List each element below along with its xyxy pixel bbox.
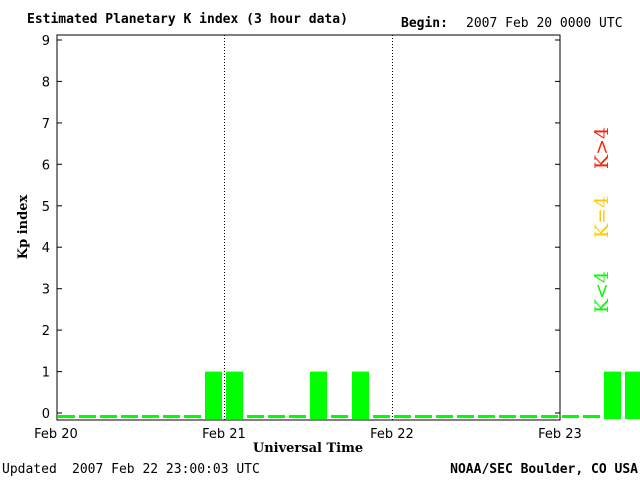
kp-bar	[142, 415, 159, 418]
kp-bar	[583, 415, 600, 418]
y-tick-label: 4	[42, 241, 50, 256]
x-tick-label: Feb 23	[538, 427, 582, 442]
y-tick-label: 6	[42, 158, 50, 173]
x-axis-label: Universal Time	[253, 441, 363, 456]
legend-k-eq-4: K=4	[591, 196, 613, 238]
y-axis: 0 1 2 3 4 5 6 7 8 9	[42, 34, 560, 422]
kp-bar	[478, 415, 495, 418]
kp-bar	[436, 415, 453, 418]
kp-bar	[415, 415, 432, 418]
kp-bar	[184, 415, 201, 418]
y-tick-label: 3	[42, 283, 50, 298]
bars-group	[58, 371, 640, 419]
kp-bar	[604, 371, 621, 419]
y-tick-label: 8	[42, 75, 50, 90]
x-tick-label: Feb 20	[34, 427, 78, 442]
kp-bar	[541, 415, 558, 418]
chart-title: Estimated Planetary K index (3 hour data…	[27, 12, 348, 27]
updated-label: Updated	[2, 462, 57, 477]
kp-bar	[562, 415, 579, 418]
source-credit: NOAA/SEC Boulder, CO USA	[450, 462, 638, 477]
kp-bar	[331, 415, 348, 418]
kp-bar	[100, 415, 117, 418]
plot-area	[56, 34, 561, 421]
x-axis: Feb 20 Feb 21 Feb 22 Feb 23	[34, 427, 582, 442]
legend-k-gt-4: K>4	[591, 127, 613, 169]
kp-bar	[310, 371, 327, 419]
y-tick-label: 1	[42, 366, 50, 381]
kp-bar	[394, 415, 411, 418]
kp-bar	[625, 371, 640, 419]
kp-bar	[352, 371, 369, 419]
kp-bar	[205, 371, 222, 419]
kp-bar	[226, 371, 243, 419]
kp-bar	[289, 415, 306, 418]
begin-label: Begin:	[401, 16, 448, 31]
kp-bar	[58, 415, 75, 418]
y-tick-label: 2	[42, 324, 50, 339]
begin-value: 2007 Feb 20 0000 UTC	[466, 16, 623, 31]
y-tick-label: 5	[42, 200, 50, 215]
legend-k-lt-4: K<4	[591, 271, 613, 313]
x-tick-label: Feb 22	[370, 427, 414, 442]
kp-bar	[499, 415, 516, 418]
kp-bar	[79, 415, 96, 418]
kp-bar	[163, 415, 180, 418]
kp-bar	[457, 415, 474, 418]
x-tick-label: Feb 21	[202, 427, 246, 442]
y-tick-label: 7	[42, 117, 50, 132]
y-tick-label: 9	[42, 34, 50, 49]
kp-bar	[373, 415, 390, 418]
kp-bar	[520, 415, 537, 418]
kp-bar	[247, 415, 264, 418]
kp-bar	[121, 415, 138, 418]
y-axis-label: Kp index	[16, 195, 31, 260]
updated-value: 2007 Feb 22 23:00:03 UTC	[72, 462, 260, 477]
kp-bar	[268, 415, 285, 418]
y-tick-label: 0	[42, 407, 50, 422]
